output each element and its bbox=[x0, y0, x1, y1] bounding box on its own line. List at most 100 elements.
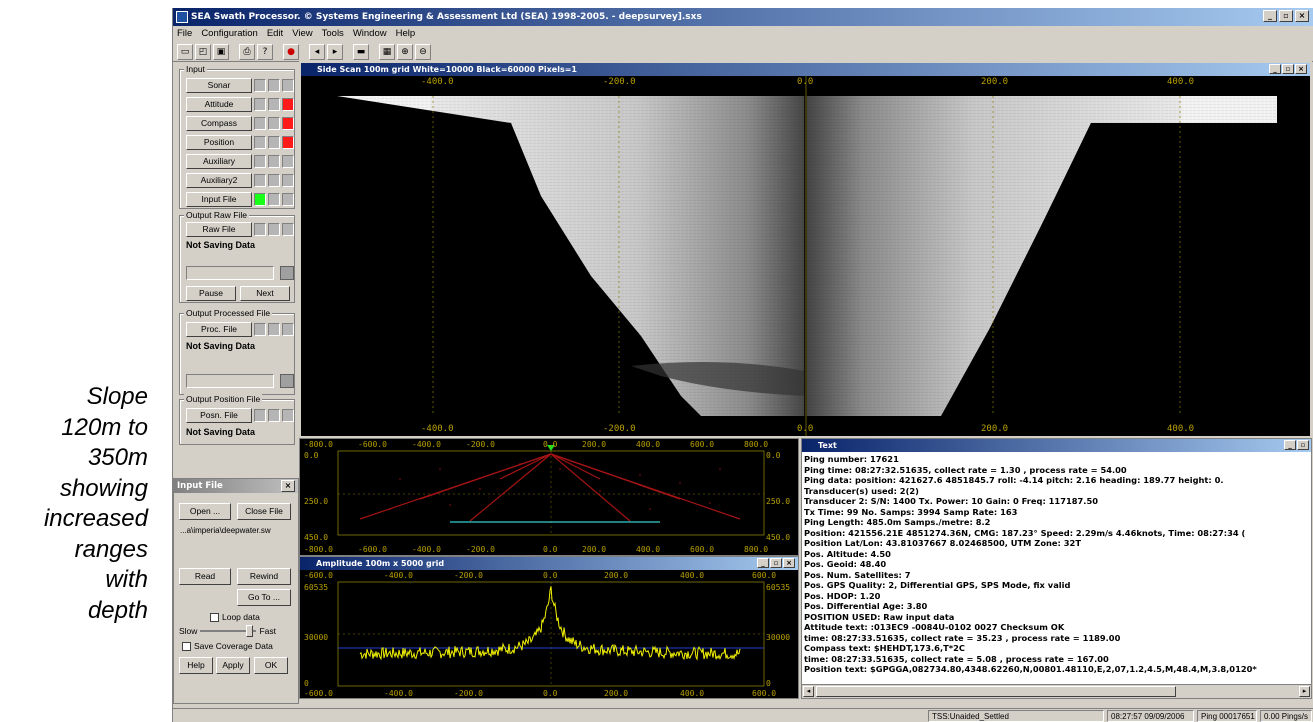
horizontal-scrollbar[interactable]: ◂ ▸ bbox=[802, 684, 1311, 698]
input-file-titlebar: Input File × bbox=[174, 479, 298, 493]
sonar-button[interactable]: Sonar bbox=[186, 78, 252, 93]
window-tile-icon[interactable]: ▦ bbox=[379, 44, 395, 60]
close-icon[interactable]: × bbox=[1295, 10, 1309, 22]
speed-slider[interactable] bbox=[200, 625, 257, 637]
sidescan-image: -400.0 -200.0 0.0 200.0 400.0 -400.0 -20… bbox=[301, 76, 1310, 436]
sidescan-title: Side Scan 100m grid White=10000 Black=60… bbox=[317, 65, 577, 74]
menu-edit[interactable]: Edit bbox=[266, 28, 284, 39]
position-row: Position bbox=[186, 135, 294, 150]
text-log-line: Attitude text: :013EC9 -0084U-0102 0027 … bbox=[804, 622, 1065, 632]
position-button[interactable]: Position bbox=[186, 135, 252, 150]
status-led bbox=[268, 79, 280, 92]
ok-button[interactable]: OK bbox=[254, 657, 288, 674]
scroll-thumb[interactable] bbox=[816, 686, 1176, 697]
menu-view[interactable]: View bbox=[292, 28, 313, 39]
record-icon[interactable]: ● bbox=[283, 44, 299, 60]
input-file-row: Input File bbox=[186, 192, 294, 207]
maximize-icon[interactable]: ▫ bbox=[1297, 440, 1309, 450]
menu-help[interactable]: Help bbox=[395, 28, 416, 39]
auxiliary-button[interactable]: Auxiliary bbox=[186, 154, 252, 169]
zoom-in-icon[interactable]: ⊕ bbox=[397, 44, 413, 60]
menu-tools[interactable]: Tools bbox=[321, 28, 344, 39]
minimize-icon[interactable]: _ bbox=[1263, 10, 1277, 22]
loop-data-checkbox[interactable]: Loop data bbox=[210, 612, 260, 622]
restore-icon[interactable]: ▫ bbox=[1282, 64, 1294, 74]
pause-button[interactable]: Pause bbox=[186, 286, 236, 301]
close-icon[interactable]: × bbox=[783, 558, 795, 568]
minimize-icon[interactable]: _ bbox=[757, 558, 769, 568]
input-group: Input Sonar Attitude Compass Position Au… bbox=[179, 64, 295, 209]
top-tick-label: 400.0 bbox=[1167, 77, 1195, 87]
restore-icon[interactable]: ▫ bbox=[1279, 10, 1293, 22]
step-back-icon[interactable]: ◂ bbox=[309, 44, 325, 60]
caption-line: ranges bbox=[74, 535, 148, 563]
bottom-tick-label: -200.0 bbox=[466, 545, 495, 554]
right-tick-label: 450.0 bbox=[766, 533, 791, 542]
read-button[interactable]: Read bbox=[179, 568, 231, 585]
attitude-button[interactable]: Attitude bbox=[186, 97, 252, 112]
slow-label: Slow bbox=[179, 626, 198, 636]
save-coverage-checkbox[interactable]: Save Coverage Data bbox=[182, 641, 273, 651]
slider-thumb[interactable] bbox=[246, 625, 254, 637]
raw-file-row: Raw File bbox=[186, 222, 294, 237]
checkbox-box bbox=[210, 612, 219, 622]
status-datetime: 08:27:57 09/09/2006 bbox=[1107, 710, 1194, 722]
top-tick-label: 200.0 bbox=[604, 571, 629, 580]
next-button[interactable]: Next bbox=[240, 286, 290, 301]
help-icon[interactable]: ? bbox=[257, 44, 273, 60]
compass-button[interactable]: Compass bbox=[186, 116, 252, 131]
menu-configuration[interactable]: Configuration bbox=[201, 28, 258, 39]
goto-button[interactable]: Go To ... bbox=[237, 589, 291, 606]
scroll-right-icon[interactable]: ▸ bbox=[1299, 686, 1310, 697]
caption-line: 350m bbox=[87, 444, 148, 471]
text-log-line: Ping Length: 485.0m Samps./metre: 8.2 bbox=[804, 517, 991, 527]
status-mode: TSS:Unaided_Settled bbox=[928, 710, 1104, 722]
proc-file-button[interactable]: Proc. File bbox=[186, 322, 252, 337]
apply-button[interactable]: Apply bbox=[216, 657, 250, 674]
text-log-line: Tx Time: 99 No. Samps: 3994 Samp Rate: 1… bbox=[804, 506, 1018, 517]
minimize-icon[interactable]: _ bbox=[1269, 64, 1281, 74]
input-file-title: Input File bbox=[177, 481, 223, 491]
input-file-button[interactable]: Input File bbox=[186, 192, 252, 207]
raw-stop-button[interactable] bbox=[280, 266, 294, 280]
left-tick-label: 0 bbox=[304, 679, 309, 688]
close-icon[interactable]: × bbox=[281, 480, 295, 492]
raw-progress bbox=[186, 266, 274, 280]
bottom-tick-label: 0.0 bbox=[543, 689, 558, 698]
status-led bbox=[268, 223, 280, 236]
proc-stop-button[interactable] bbox=[280, 374, 294, 388]
restore-icon[interactable]: ▫ bbox=[770, 558, 782, 568]
open-folder-icon[interactable]: ◰ bbox=[195, 44, 211, 60]
posn-file-button[interactable]: Posn. File bbox=[186, 408, 252, 423]
top-tick-label: -400.0 bbox=[421, 77, 454, 87]
top-tick-label: -200.0 bbox=[603, 77, 636, 87]
scroll-left-icon[interactable]: ◂ bbox=[803, 686, 814, 697]
slide-caption: Slope 120m to 350m showing increased ran… bbox=[0, 382, 148, 626]
save-icon[interactable]: ▣ bbox=[213, 44, 229, 60]
input-group-label: Input bbox=[184, 64, 207, 74]
proc-group-label: Output Processed File bbox=[184, 308, 273, 318]
text-log-line: Pos. Altitude: 4.50 bbox=[804, 548, 891, 559]
auxiliary2-button[interactable]: Auxiliary2 bbox=[186, 173, 252, 188]
bottom-tick-label: -600.0 bbox=[304, 689, 333, 698]
status-led bbox=[282, 193, 294, 206]
text-log-line: Transducer 2: S/N: 1400 Tx. Power: 10 Ga… bbox=[804, 496, 1098, 506]
bottom-tick-label: 200.0 bbox=[604, 689, 629, 698]
display-icon[interactable]: ▬ bbox=[353, 44, 369, 60]
rewind-button[interactable]: Rewind bbox=[237, 568, 291, 585]
raw-file-button[interactable]: Raw File bbox=[186, 222, 252, 237]
menu-file[interactable]: File bbox=[177, 28, 193, 39]
zoom-out-icon[interactable]: ⊖ bbox=[415, 44, 431, 60]
close-file-button[interactable]: Close File bbox=[237, 503, 291, 520]
help-button[interactable]: Help bbox=[179, 657, 213, 674]
menu-window[interactable]: Window bbox=[352, 28, 387, 39]
close-icon[interactable]: × bbox=[1295, 64, 1307, 74]
minimize-icon[interactable]: _ bbox=[1284, 440, 1296, 450]
new-file-icon[interactable]: ▭ bbox=[177, 44, 193, 60]
open-button[interactable]: Open ... bbox=[179, 503, 231, 520]
status-led bbox=[254, 323, 266, 336]
step-forward-icon[interactable]: ▸ bbox=[327, 44, 343, 60]
right-tick-label: 30000 bbox=[766, 633, 791, 642]
print-icon[interactable]: ⎙ bbox=[239, 44, 255, 60]
top-tick-label: 200.0 bbox=[582, 440, 607, 449]
